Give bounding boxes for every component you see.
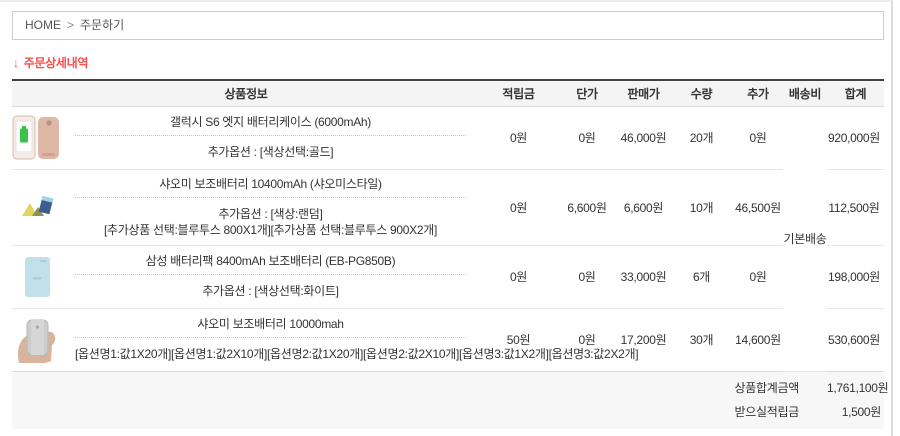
product-title: 삼성 배터리팩 8400mAh 보조배터리 (EB-PG850B) [145, 254, 396, 268]
total-cell: 198,000원 [827, 245, 884, 309]
order-row: 갤럭시 S6 엣지 배터리케이스 (6000mAh) 추가옵션 : [색상선택:… [12, 106, 884, 372]
order-row: 샤오미 보조배터리 10400mAh (샤오미스타일) 추가옵션 : [색상:랜… [12, 169, 884, 246]
summary-row-total: 상품합계금액 1,761,100원 [12, 370, 889, 400]
shipping-method-cell: 기본배송 [783, 106, 827, 372]
samsung-pack-thumbnail [25, 256, 50, 297]
col-header-total: 합계 [827, 80, 884, 107]
down-arrow-icon: ↓ [13, 56, 19, 70]
breadcrumb: HOME > 주문하기 [12, 11, 884, 40]
qty-cell: 10개 [670, 169, 733, 246]
breadcrumb-current: 주문하기 [80, 18, 125, 32]
extra-cell: 0원 [733, 245, 783, 309]
summary-points-value: 1,500원 [827, 400, 884, 429]
product-title: 샤오미 보조배터리 10400mAh (샤오미스타일) [159, 176, 382, 191]
sale-price-cell: 46,000원 [617, 106, 670, 170]
product-cell: 갤럭시 S6 엣지 배터리케이스 (6000mAh) 추가옵션 : [색상선택:… [12, 106, 480, 170]
noimage-placeholder-icon [22, 196, 54, 216]
order-detail-table: 상품정보 적립금 단가 판매가 수량 추가 배송비 합계 갤럭시 S6 엣지 배… [12, 79, 889, 429]
product-cell: 샤오미 보조배터리 10000mah [옵션명1:값1X20개][옵션명1:값2… [12, 308, 639, 371]
col-header-points: 적립금 [480, 80, 557, 107]
hand-powerbank-thumbnail [18, 319, 56, 363]
extra-cell: 0원 [733, 106, 783, 170]
col-header-shipping: 배송비 [783, 80, 827, 107]
total-cell: 530,600원 [827, 333, 881, 347]
qty-cell: 6개 [670, 245, 733, 309]
summary-total-value: 1,761,100원 [827, 370, 889, 400]
qty-cell: 20개 [670, 106, 733, 170]
breadcrumb-separator: > [67, 18, 75, 32]
total-cell: 112,500원 [827, 169, 884, 246]
summary-points-label: 받으실적립금 [12, 400, 827, 429]
product-option: 추가옵션 : [색상선택:화이트] [202, 284, 339, 298]
extra-cell: 14,600원 [735, 333, 781, 347]
sale-price-cell: 17,200원 [620, 333, 667, 347]
unit-price-cell: 0원 [557, 245, 617, 309]
product-thumbnail [12, 316, 62, 364]
order-row: 샤오미 보조배터리 10000mah [옵션명1:값1X20개][옵션명1:값2… [12, 308, 884, 371]
title-divider [75, 135, 466, 136]
title-divider [75, 196, 466, 198]
extra-cell: 46,500원 [733, 169, 783, 246]
product-option: 추가옵션 : [색상선택:골드] [207, 145, 334, 159]
points-cell: 0원 [480, 169, 557, 246]
points-cell: 0원 [480, 106, 557, 170]
product-thumbnail [12, 253, 62, 301]
product-thumbnail [12, 183, 62, 231]
product-title: 갤럭시 S6 엣지 배터리케이스 (6000mAh) [169, 115, 372, 129]
unit-price-cell: 0원 [557, 106, 617, 170]
product-option: [옵션명1:값1X20개][옵션명1:값2X10개][옵션명2:값1X20개][… [75, 347, 639, 361]
unit-price-cell: 0원 [578, 333, 596, 347]
product-option-extra: [추가상품 선택:블루투스 800X1개][추가상품 선택:블루투스 900X2… [103, 222, 438, 237]
col-header-qty: 수량 [670, 80, 733, 107]
table-header-row: 상품정보 적립금 단가 판매가 수량 추가 배송비 합계 [12, 80, 884, 107]
order-detail-heading-label: 주문상세내역 [23, 56, 89, 70]
product-thumbnail [12, 114, 62, 162]
total-cell: 920,000원 [827, 106, 884, 170]
qty-cell: 30개 [689, 333, 714, 347]
product-cell: 샤오미 보조배터리 10400mAh (샤오미스타일) 추가옵션 : [색상:랜… [12, 169, 480, 246]
title-divider [75, 274, 466, 275]
col-header-product: 상품정보 [12, 80, 480, 107]
col-header-unit-price: 단가 [557, 80, 617, 107]
col-header-extra: 추가 [733, 80, 783, 107]
order-table-body: 갤럭시 S6 엣지 배터리케이스 (6000mAh) 추가옵션 : [색상선택:… [12, 106, 884, 372]
product-option: 추가옵션 : [색상:랜덤] [218, 206, 323, 221]
summary-row-points: 받으실적립금 1,500원 [12, 400, 884, 429]
product-cell: 삼성 배터리팩 8400mAh 보조배터리 (EB-PG850B) 추가옵션 :… [12, 245, 480, 309]
points-cell: 0원 [480, 245, 557, 309]
product-title: 샤오미 보조배터리 10000mah [197, 317, 344, 331]
order-detail-heading: ↓ 주문상세내역 [13, 54, 891, 71]
galaxy-case-thumbnail [12, 115, 59, 159]
sale-price-cell: 33,000원 [617, 245, 670, 309]
unit-price-cell: 6,600원 [557, 169, 617, 246]
sale-price-cell: 6,600원 [617, 169, 670, 246]
summary-total-label: 상품합계금액 [12, 370, 827, 400]
title-divider [75, 337, 466, 338]
breadcrumb-home-link[interactable]: HOME [25, 18, 61, 32]
points-cell: 50원 [506, 333, 531, 347]
col-header-sale-price: 판매가 [617, 80, 670, 107]
order-row: 삼성 배터리팩 8400mAh 보조배터리 (EB-PG850B) 추가옵션 :… [12, 245, 884, 309]
